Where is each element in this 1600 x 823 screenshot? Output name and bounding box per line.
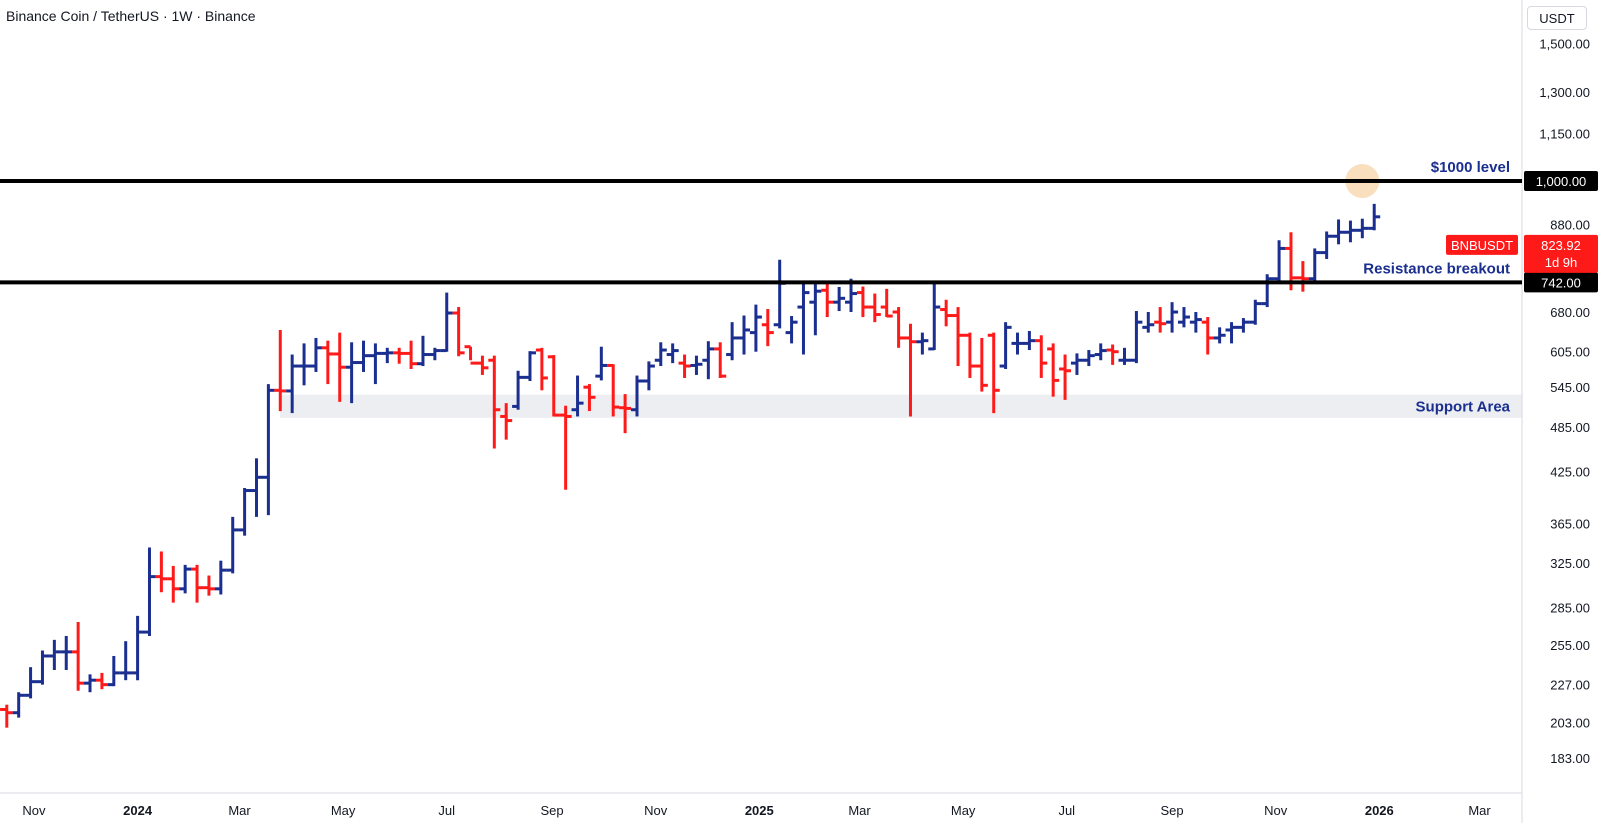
y-tick-label: 365.00 (1550, 516, 1590, 531)
y-tick-label: 680.00 (1550, 305, 1590, 320)
level-axis-tag (1524, 272, 1598, 293)
x-tick-label: Jul (1058, 803, 1075, 818)
y-tick-label: 227.00 (1550, 678, 1590, 693)
x-tick-label: May (951, 803, 976, 818)
y-tick-label: 425.00 (1550, 465, 1590, 480)
x-tick-label: Jul (438, 803, 455, 818)
support-area-label: Support Area (1416, 398, 1511, 415)
level-axis-label: 1,000.00 (1536, 174, 1587, 189)
y-tick-label: 285.00 (1550, 600, 1590, 615)
y-tick-label: 183.00 (1550, 751, 1590, 766)
current-price-tag (1524, 234, 1598, 273)
bar-countdown: 1d 9h (1545, 255, 1578, 270)
x-tick-label: 2024 (123, 803, 153, 818)
level-annotation: $1000 level (1431, 159, 1510, 176)
x-tick-label: 2025 (745, 803, 774, 818)
y-tick-label: 1,500.00 (1539, 36, 1590, 51)
x-tick-label: Nov (1264, 803, 1288, 818)
x-tick-label: Sep (540, 803, 563, 818)
x-tick-label: Mar (848, 803, 871, 818)
x-tick-label: May (331, 803, 356, 818)
x-tick-label: 2026 (1365, 803, 1394, 818)
y-tick-label: 325.00 (1550, 556, 1590, 571)
chart-title: Binance Coin / TetherUS · 1W · Binance (6, 8, 256, 24)
level-axis-label: 742.00 (1541, 275, 1581, 290)
y-tick-label: 485.00 (1550, 420, 1590, 435)
support-area-band (280, 394, 1522, 418)
y-tick-label: 545.00 (1550, 380, 1590, 395)
currency-selector[interactable]: USDT (1527, 6, 1587, 30)
current-price-value: 823.92 (1541, 238, 1581, 253)
y-tick-label: 605.00 (1550, 345, 1590, 360)
x-tick-label: Sep (1161, 803, 1184, 818)
x-tick-label: Mar (1468, 803, 1491, 818)
x-tick-label: Mar (228, 803, 251, 818)
x-tick-label: Nov (22, 803, 46, 818)
level-axis-tag (1524, 171, 1598, 192)
x-tick-label: Nov (644, 803, 668, 818)
y-tick-label: 1,300.00 (1539, 85, 1590, 100)
y-tick-label: 880.00 (1550, 217, 1590, 232)
y-tick-label: 203.00 (1550, 716, 1590, 731)
level-annotation: Resistance breakout (1363, 260, 1510, 277)
symbol-label: BNBUSDT (1451, 238, 1513, 253)
symbol-tag (1446, 234, 1518, 255)
y-tick-label: 1,150.00 (1539, 127, 1590, 142)
y-tick-label: 255.00 (1550, 638, 1590, 653)
